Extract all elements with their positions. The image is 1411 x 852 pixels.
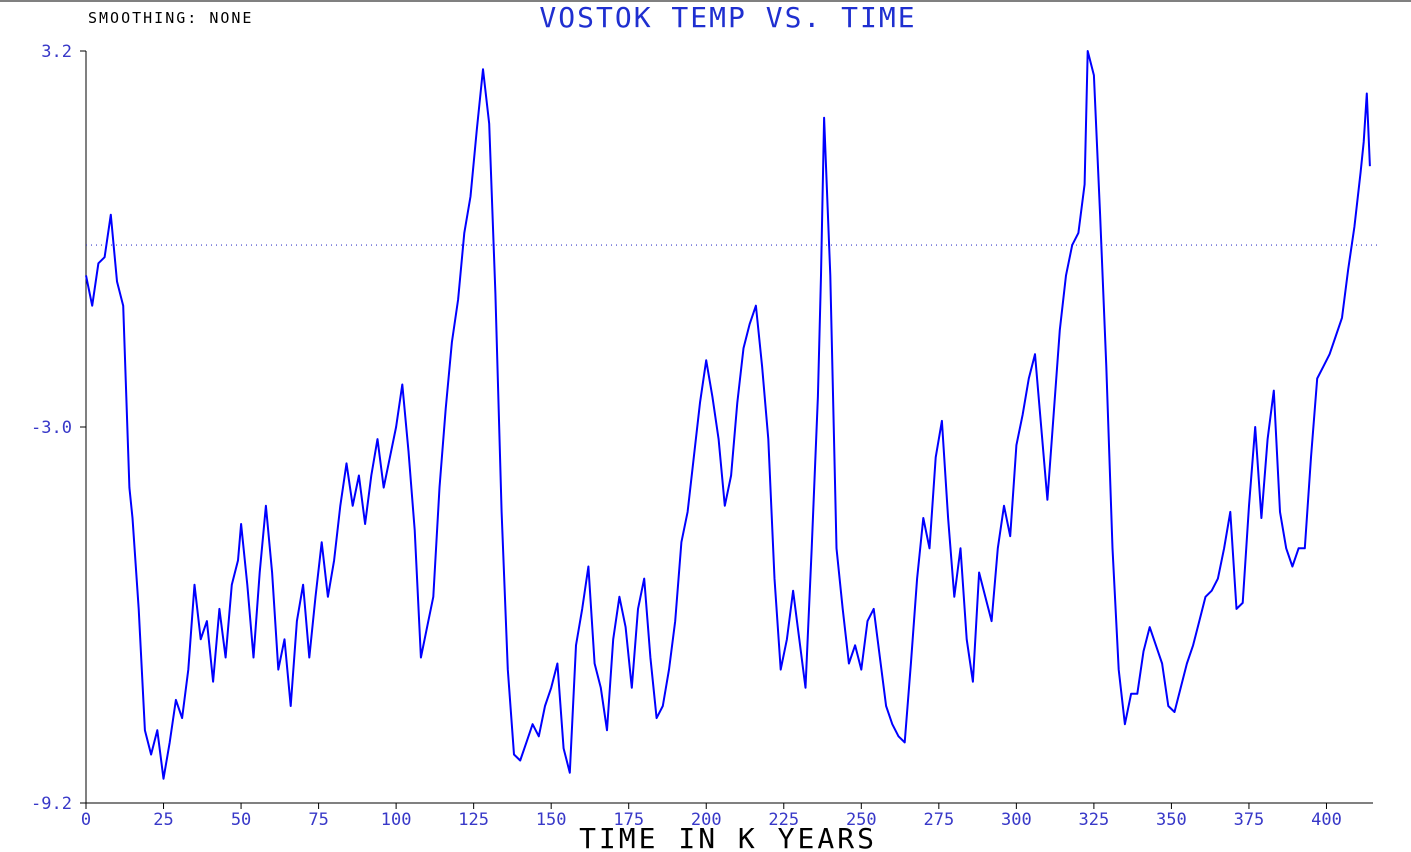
x-tick-label: 300	[1001, 810, 1032, 830]
x-tick-label: 250	[846, 810, 877, 830]
chart-title: VOSTOK TEMP VS. TIME	[539, 1, 916, 34]
x-tick-label: 325	[1079, 810, 1110, 830]
x-tick-label: 150	[536, 810, 567, 830]
x-tick-label: 125	[458, 810, 489, 830]
data-line	[85, 50, 1371, 780]
x-tick-label: 175	[613, 810, 644, 830]
y-tick-label: -9.2	[31, 794, 72, 814]
x-axis-label: TIME IN K YEARS	[579, 822, 877, 852]
x-tick-label: 200	[691, 810, 722, 830]
x-tick-label: 100	[381, 810, 412, 830]
status-text: SMOOTHING: NONE	[88, 9, 253, 27]
x-tick-label: 25	[153, 810, 173, 830]
x-tick-label: 375	[1234, 810, 1265, 830]
x-tick-label: 350	[1156, 810, 1187, 830]
x-tick-label: 75	[308, 810, 328, 830]
x-tick-label: 225	[768, 810, 799, 830]
x-tick-label: 275	[923, 810, 954, 830]
x-tick-label: 50	[231, 810, 251, 830]
x-tick-label: 400	[1311, 810, 1342, 830]
x-tick-label: 0	[81, 810, 91, 830]
y-tick-label: -3.0	[31, 418, 72, 438]
y-tick-label: 3.2	[41, 42, 72, 62]
